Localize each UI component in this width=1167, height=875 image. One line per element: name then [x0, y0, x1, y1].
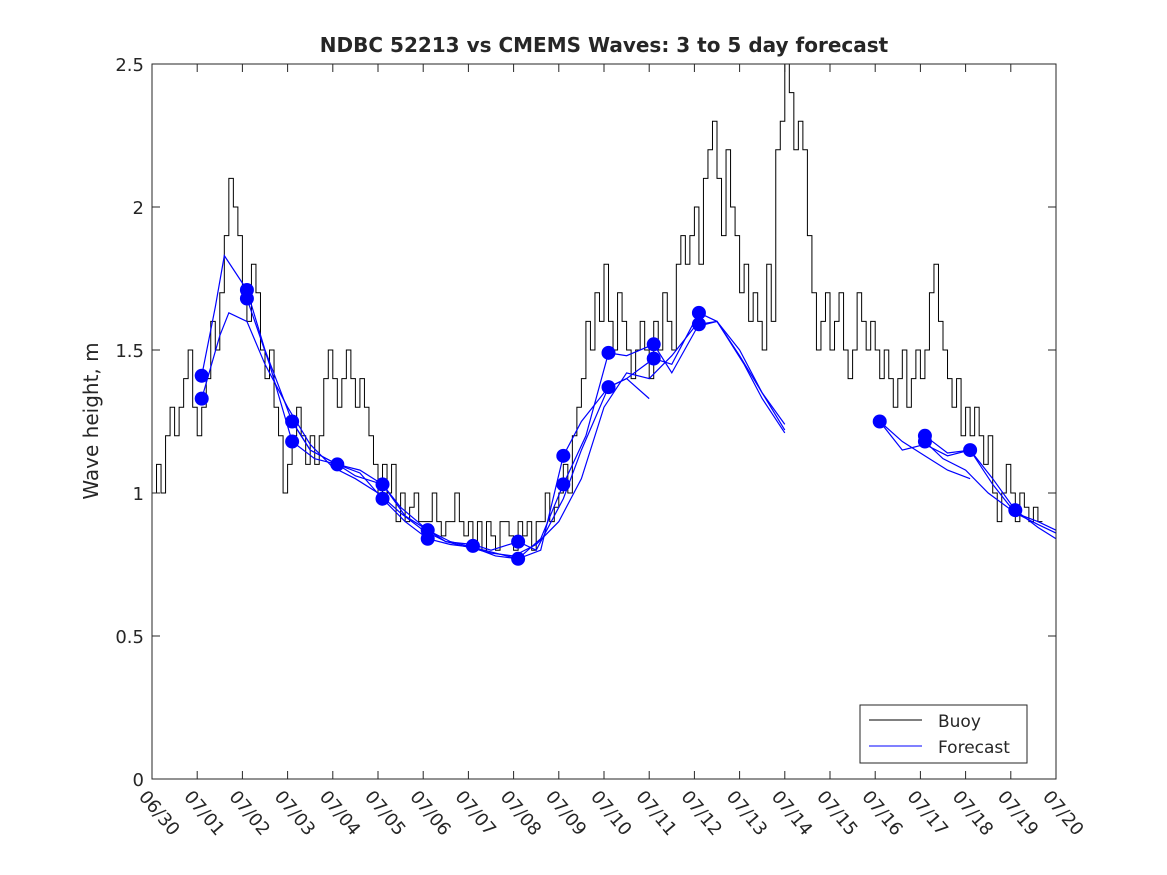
- x-tick-label: 07/06: [405, 787, 454, 840]
- forecast-start-marker: [691, 317, 706, 332]
- x-tick-label: 07/16: [857, 787, 906, 840]
- x-tick-label: 07/14: [767, 787, 816, 840]
- plot-area: [152, 63, 1057, 566]
- forecast-start-marker: [375, 477, 390, 492]
- forecast-line-7: [924, 441, 1057, 534]
- x-tick-label: 06/30: [134, 787, 183, 840]
- y-tick-label: 2: [133, 198, 144, 219]
- forecast-line-4: [246, 298, 650, 560]
- forecast-start-marker: [872, 414, 887, 429]
- forecast-start-marker: [556, 448, 571, 463]
- x-tick-label: 07/01: [179, 787, 228, 840]
- x-tick-label: 07/18: [948, 787, 997, 840]
- x-tick-label: 07/09: [541, 787, 590, 840]
- forecast-series-layer: [201, 254, 1057, 560]
- chart-title: NDBC 52213 vs CMEMS Waves: 3 to 5 day fo…: [320, 33, 889, 57]
- forecast-start-marker: [375, 491, 390, 506]
- x-tick-label: 07/04: [315, 787, 364, 840]
- forecast-start-marker: [917, 434, 932, 449]
- x-tick-label: 07/11: [631, 787, 680, 840]
- forecast-start-marker: [1008, 503, 1023, 518]
- forecast-start-marker: [511, 534, 526, 549]
- forecast-marker-layer: [194, 282, 1023, 566]
- legend-buoy-label: Buoy: [938, 712, 981, 732]
- x-tick-label: 07/17: [903, 787, 952, 840]
- x-tick-label: 07/20: [1038, 787, 1087, 840]
- forecast-line-6: [924, 435, 1057, 531]
- forecast-line-1: [201, 312, 786, 557]
- forecast-start-marker: [556, 477, 571, 492]
- forecast-start-marker: [239, 291, 254, 306]
- x-tick-label: 07/12: [677, 787, 726, 840]
- y-tick-label: 2.5: [115, 55, 144, 76]
- x-tick-label: 07/10: [586, 787, 635, 840]
- forecast-line-5: [879, 421, 1057, 540]
- legend-forecast-label: Forecast: [938, 738, 1010, 758]
- forecast-start-marker: [194, 391, 209, 406]
- forecast-start-marker: [601, 345, 616, 360]
- forecast-start-marker: [194, 368, 209, 383]
- x-tick-label: 07/19: [993, 787, 1042, 840]
- legend-box: [859, 704, 1028, 764]
- buoy-series-layer: [152, 63, 1043, 551]
- y-axis: 0 0.5 1 1.5 2 2.5: [115, 55, 1056, 791]
- x-tick-label: 07/07: [451, 787, 500, 840]
- forecast-line-8: [879, 421, 971, 480]
- legend: Buoy Forecast: [859, 704, 1028, 764]
- y-tick-label: 0.5: [115, 627, 144, 648]
- x-tick-label: 07/02: [225, 787, 274, 840]
- forecast-start-marker: [691, 305, 706, 320]
- forecast-start-marker: [330, 457, 345, 472]
- x-tick-label: 07/13: [722, 787, 771, 840]
- x-tick-label: 07/05: [360, 787, 409, 840]
- y-tick-label: 1.5: [115, 341, 144, 362]
- buoy-line: [152, 63, 1043, 551]
- forecast-start-marker: [285, 434, 300, 449]
- y-tick-label: 0: [133, 770, 144, 791]
- y-tick-label: 1: [133, 484, 144, 505]
- forecast-start-marker: [465, 538, 480, 553]
- forecast-start-marker: [601, 380, 616, 395]
- forecast-start-marker: [646, 337, 661, 352]
- forecast-start-marker: [646, 351, 661, 366]
- x-tick-label: 07/15: [812, 787, 861, 840]
- y-axis-label: Wave height, m: [79, 342, 103, 499]
- x-tick-label: 07/03: [270, 787, 319, 840]
- forecast-start-marker: [420, 531, 435, 546]
- forecast-line-2: [201, 254, 786, 551]
- forecast-start-marker: [285, 414, 300, 429]
- forecast-start-marker: [963, 443, 978, 458]
- forecast-line-3: [291, 320, 786, 560]
- forecast-start-marker: [511, 551, 526, 566]
- x-tick-label: 07/08: [496, 787, 545, 840]
